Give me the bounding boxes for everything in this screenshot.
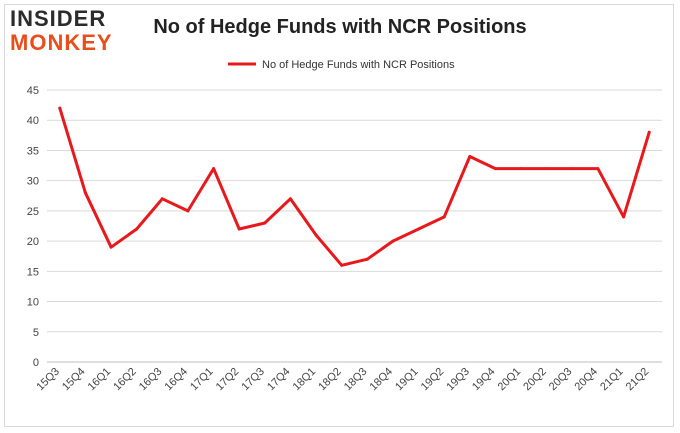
data-point [545,167,549,171]
x-tick-label: 20Q2 [521,366,549,394]
data-point [647,130,651,134]
data-point [365,257,369,261]
data-point [263,221,267,225]
x-tick-label: 18Q2 [316,366,344,394]
data-point [58,106,62,110]
x-tick-label: 16Q2 [111,366,139,394]
x-tick-label: 17Q1 [188,366,216,394]
x-tick-label: 20Q1 [496,366,524,394]
x-tick-label: 16Q1 [86,366,114,394]
data-point [237,227,241,231]
legend-label: No of Hedge Funds with NCR Positions [262,59,455,71]
data-point [135,227,139,231]
y-tick-label: 10 [27,297,39,309]
x-tick-label: 18Q4 [368,366,396,394]
data-point [596,167,600,171]
y-tick-label: 5 [33,327,39,339]
data-point [519,167,523,171]
x-tick-label: 15Q3 [34,366,62,394]
x-tick-label: 19Q1 [393,366,421,394]
y-tick-label: 0 [33,357,39,369]
y-tick-label: 15 [27,266,39,278]
x-tick-label: 20Q4 [573,366,601,394]
x-tick-label: 16Q4 [163,366,191,394]
data-point [186,209,190,213]
x-tick-label: 21Q1 [598,366,626,394]
chart-frame [4,4,674,427]
x-tick-label: 18Q3 [342,366,370,394]
x-tick-label: 17Q3 [239,366,267,394]
data-point [622,215,626,219]
y-tick-label: 45 [27,85,39,97]
data-point [340,263,344,267]
y-tick-label: 40 [27,115,39,127]
x-tick-label: 21Q2 [624,366,652,394]
data-point [160,197,164,201]
data-point [468,154,472,158]
x-tick-label: 17Q2 [214,366,242,394]
chart-title: No of Hedge Funds with NCR Positions [153,16,527,38]
data-point [391,239,395,243]
data-point [212,167,216,171]
data-point [570,167,574,171]
y-tick-label: 35 [27,145,39,157]
x-tick-label: 16Q3 [137,366,165,394]
data-point [417,227,421,231]
logo-text-monkey: MONKEY [10,30,113,55]
data-point [314,233,318,237]
data-point [109,245,113,249]
y-tick-label: 25 [27,206,39,218]
x-tick-label: 18Q1 [291,366,319,394]
x-tick-label: 19Q3 [444,366,472,394]
series-line [58,106,651,267]
x-tick-label: 20Q3 [547,366,575,394]
data-point [288,197,292,201]
data-point [442,215,446,219]
y-tick-label: 30 [27,176,39,188]
x-tick-label: 17Q4 [265,366,293,394]
y-tick-label: 20 [27,236,39,248]
data-point [493,167,497,171]
x-tick-label: 19Q4 [470,366,498,394]
logo-text-insider: INSIDER [10,6,107,31]
x-tick-label: 15Q4 [60,366,88,394]
x-tick-label: 19Q2 [419,366,447,394]
insider-monkey-logo: INSIDER MONKEY [10,8,128,56]
data-point [83,191,87,195]
